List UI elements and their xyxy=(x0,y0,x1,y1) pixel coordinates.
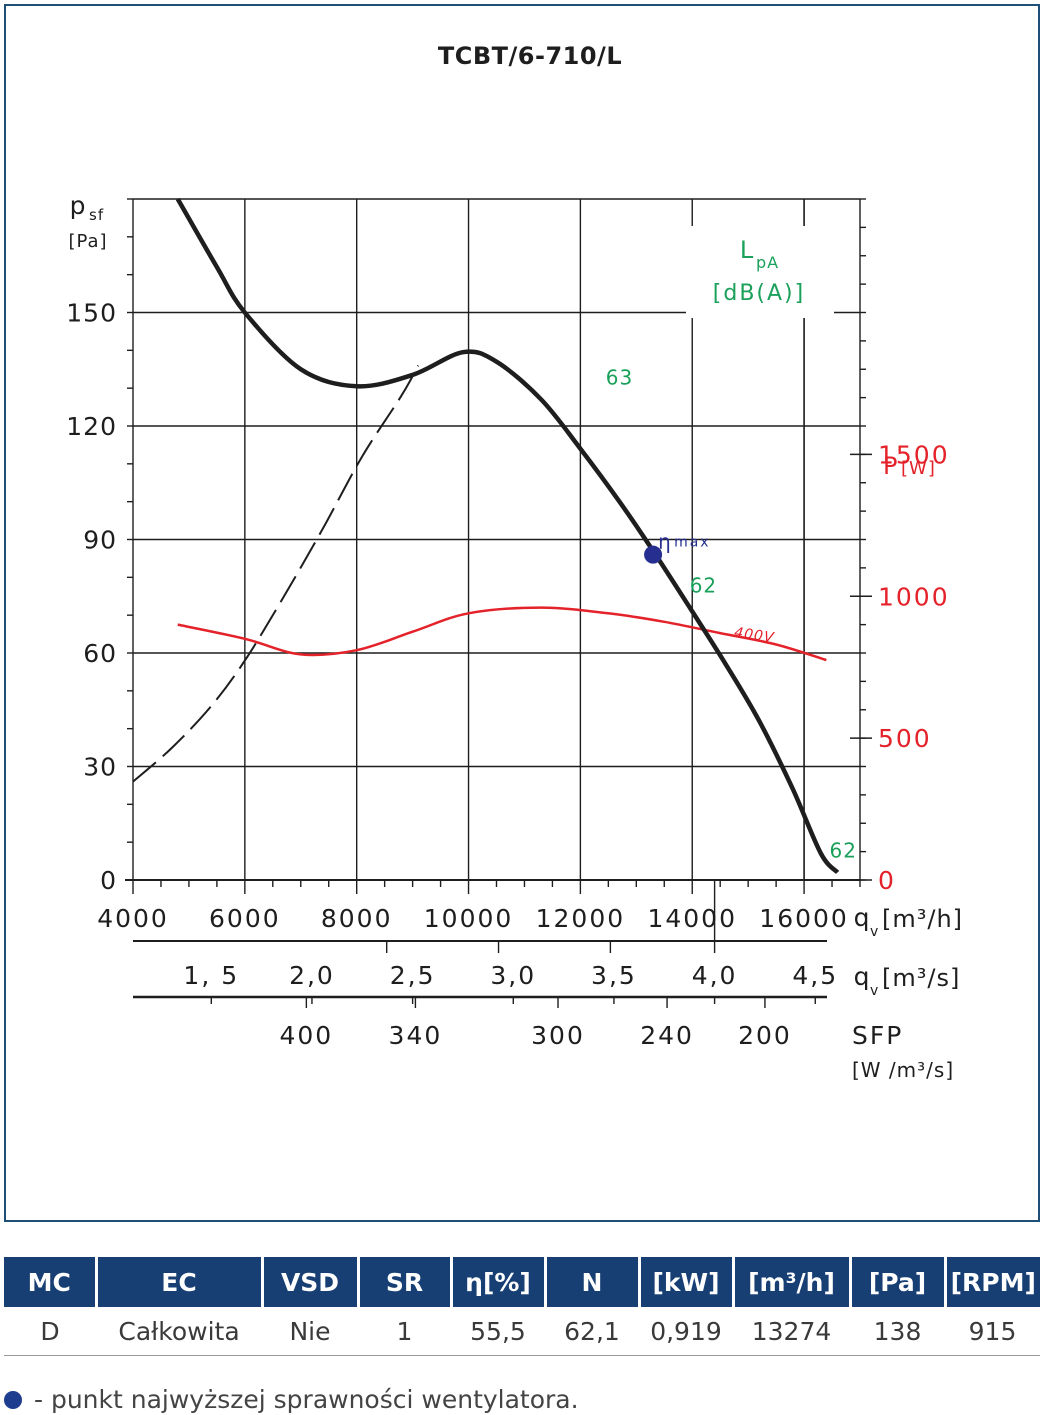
y-axis-label-sub: sf xyxy=(89,206,104,224)
x-tick-label-m3h: 12000 xyxy=(536,904,626,933)
header-mc: MC xyxy=(4,1257,96,1307)
y-tick-label: 120 xyxy=(66,412,117,441)
cell-eta: 55,5 xyxy=(451,1307,545,1356)
sfp-tick-label: 300 xyxy=(531,1021,585,1050)
power-curve-label: 400V xyxy=(733,625,776,647)
sfp-axis-label: SFP xyxy=(852,1021,903,1050)
cell-kw: 0,919 xyxy=(639,1307,733,1356)
x-tick-label-m3s: 3,0 xyxy=(490,961,536,990)
cell-mc: D xyxy=(4,1307,96,1356)
sfp-tick-label: 200 xyxy=(738,1021,792,1050)
cell-m3h: 13274 xyxy=(733,1307,850,1356)
header-vsd: VSD xyxy=(260,1257,358,1307)
y-tick-label: 0 xyxy=(100,866,117,895)
y-tick-label: 30 xyxy=(83,753,117,782)
x-tick-label-m3h: 10000 xyxy=(424,904,514,933)
footnote-text: - punkt najwyższej sprawności wentylator… xyxy=(34,1385,579,1414)
x-tick-label-m3h: 14000 xyxy=(647,904,737,933)
sfp-tick-label: 240 xyxy=(640,1021,694,1050)
power-curve-line xyxy=(177,606,827,662)
lpa-value-label: 63 xyxy=(606,365,633,389)
x-axis-m3h-label: q xyxy=(854,903,871,932)
table-row: D Całkowita Nie 1 55,5 62,1 0,919 13274 … xyxy=(4,1307,1040,1356)
x-tick-label-m3h: 16000 xyxy=(759,904,849,933)
x-axis-m3h-unit: [m³/h] xyxy=(882,905,963,933)
power-axis-label: P xyxy=(883,452,898,480)
x-axis-m3s-label: q xyxy=(854,962,871,991)
x-axis-m3s-label-sub: v xyxy=(870,983,879,999)
sfp-tick-label: 340 xyxy=(389,1021,443,1050)
header-m3h: [m³/h] xyxy=(731,1257,850,1307)
x-tick-label-m3s: 2,0 xyxy=(289,961,335,990)
cell-n: 62,1 xyxy=(545,1307,639,1356)
lpa-axis-label: L xyxy=(740,236,754,264)
x-tick-label-m3s: 4,0 xyxy=(692,961,738,990)
cell-pa: 138 xyxy=(850,1307,945,1356)
eta-max-label: η xyxy=(658,530,672,554)
x-tick-label-m3s: 1, 5 xyxy=(183,961,239,990)
power-tick-label: 1500 xyxy=(878,440,950,469)
header-rpm: [RPM] xyxy=(943,1257,1040,1307)
header-n: N xyxy=(543,1257,639,1307)
lpa-axis-label-sub: pA xyxy=(756,253,779,272)
header-sr: SR xyxy=(356,1257,451,1307)
cell-sr: 1 xyxy=(358,1307,451,1356)
power-tick-label: 0 xyxy=(878,866,896,895)
x-tick-label-m3h: 4000 xyxy=(97,904,169,933)
x-tick-label-m3h: 6000 xyxy=(209,904,281,933)
lpa-label-box xyxy=(686,226,834,318)
eta-max-point xyxy=(644,545,663,564)
lpa-value-label: 62 xyxy=(690,573,717,597)
header-eta: η[%] xyxy=(449,1257,545,1307)
y-axis-unit: [Pa] xyxy=(68,231,107,252)
chart-frame xyxy=(4,4,1040,1222)
y-tick-label: 60 xyxy=(83,639,117,668)
header-pa: [Pa] xyxy=(848,1257,945,1307)
cell-vsd: Nie xyxy=(262,1307,358,1356)
sfp-tick-label: 400 xyxy=(280,1021,334,1050)
y-axis-label: p xyxy=(70,191,87,220)
x-tick-label-m3h: 8000 xyxy=(321,904,393,933)
parameters-table: MC EC VSD SR η[%] N [kW] [m³/h] [Pa] [RP… xyxy=(4,1257,1040,1356)
system-curve-line xyxy=(132,365,420,783)
cell-rpm: 915 xyxy=(945,1307,1040,1356)
table-header-row: MC EC VSD SR η[%] N [kW] [m³/h] [Pa] [RP… xyxy=(4,1257,1040,1307)
y-tick-label: 150 xyxy=(66,299,117,328)
performance-chart: TCBT/6-710/L 0 30 60 90 120 150 p sf [Pa] 0 500 1000… xyxy=(66,42,963,1082)
header-ec: EC xyxy=(94,1257,262,1307)
footnote: - punkt najwyższej sprawności wentylator… xyxy=(4,1385,579,1414)
y-tick-label: 90 xyxy=(83,526,117,555)
x-tick-label-m3s: 3,5 xyxy=(591,961,637,990)
power-tick-label: 1000 xyxy=(878,582,950,611)
x-tick-label-m3s: 4,5 xyxy=(792,961,838,990)
chart-title: TCBT/6-710/L xyxy=(438,42,622,70)
power-axis-unit: [W] xyxy=(901,458,936,479)
sfp-axis-unit: [W /m³/s] xyxy=(852,1058,954,1082)
eta-marker-icon xyxy=(4,1390,22,1409)
x-axis-m3s-unit: [m³/s] xyxy=(882,964,960,992)
eta-max-label-sub: max xyxy=(674,535,711,551)
x-axis-m3h-label-sub: v xyxy=(870,924,879,940)
lpa-value-label: 62 xyxy=(829,838,856,862)
pressure-curve-line xyxy=(175,197,840,875)
cell-ec: Całkowita xyxy=(96,1307,262,1356)
x-tick-label-m3s: 2,5 xyxy=(390,961,436,990)
header-kw: [kW] xyxy=(637,1257,733,1307)
lpa-axis-unit: [dB(A)] xyxy=(713,281,805,306)
power-tick-label: 500 xyxy=(878,724,932,753)
